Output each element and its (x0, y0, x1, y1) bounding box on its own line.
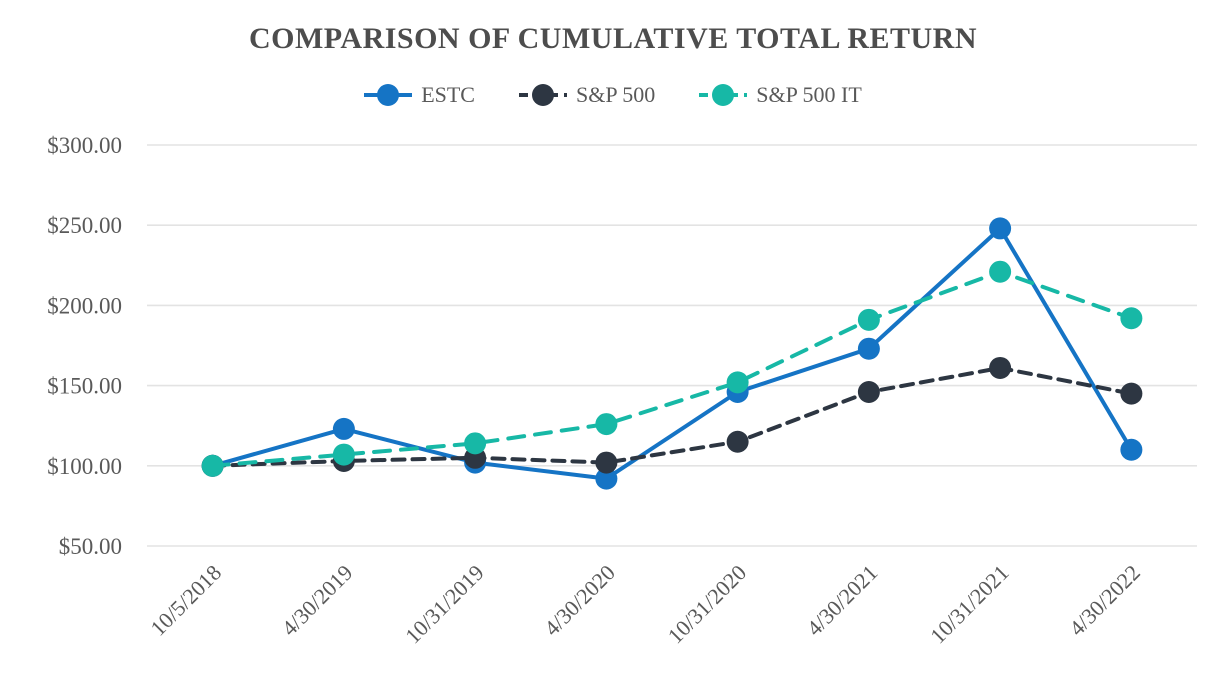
series-line-estc (210, 226, 1134, 481)
legend-label-estc: ESTC (421, 82, 475, 107)
data-point-s-p-500 (1120, 382, 1143, 405)
y-axis-tick-label: $300.00 (47, 133, 122, 158)
legend-marker-s-p-500 (518, 84, 567, 106)
data-point-estc (857, 337, 880, 360)
series-line-s-p-500 (210, 365, 1134, 468)
x-axis-tick-label: 4/30/2021 (802, 560, 883, 641)
data-point-s-p-500 (595, 451, 618, 474)
data-point-estc (332, 417, 355, 440)
data-point-s-p-500-it (595, 413, 618, 436)
x-axis-tick-label: 10/31/2021 (925, 560, 1014, 649)
x-axis-tick-label: 4/30/2022 (1064, 560, 1145, 641)
legend-item-s-p-500-it: S&P 500 IT (699, 82, 862, 108)
x-axis-labels: 10/5/2018 4/30/2019 10/31/2019 4/30/2020 10/… (145, 560, 1145, 649)
series-s-p-500-it (201, 260, 1143, 477)
data-point-s-p-500-it (989, 260, 1012, 283)
data-point-s-p-500-it (201, 454, 224, 477)
y-axis-tick-label: $100.00 (47, 454, 122, 479)
y-axis-tick-label: $150.00 (47, 374, 122, 399)
data-point-s-p-500-it (1120, 307, 1143, 330)
data-point-estc (1120, 438, 1143, 461)
data-point-estc (595, 467, 618, 490)
legend-marker-s-p-500-it (699, 84, 748, 106)
x-axis-tick-label: 4/30/2020 (539, 560, 620, 641)
chart-title: COMPARISON OF CUMULATIVE TOTAL RETURN (248, 22, 977, 55)
y-axis-tick-label: $200.00 (47, 293, 122, 318)
x-axis-tick-label: 10/31/2019 (400, 560, 489, 649)
x-axis-tick-label: 4/30/2019 (277, 560, 358, 641)
legend-item-estc: ESTC (364, 82, 475, 108)
data-point-s-p-500-it (464, 432, 487, 455)
x-axis-tick-label: 10/31/2020 (663, 560, 752, 649)
legend-label-s-p-500-it: S&P 500 IT (756, 82, 862, 107)
data-point-s-p-500-it (332, 443, 355, 466)
data-point-s-p-500 (989, 356, 1012, 379)
data-point-estc (989, 217, 1012, 240)
legend-label-s-p-500: S&P 500 (575, 82, 656, 107)
legend-marker-estc (364, 84, 413, 106)
y-axis-tick-label: $50.00 (59, 534, 122, 559)
series-line-s-p-500-it (210, 269, 1134, 468)
y-axis-tick-label: $250.00 (47, 213, 122, 238)
data-point-s-p-500 (857, 381, 880, 404)
data-point-s-p-500-it (857, 308, 880, 331)
data-point-s-p-500 (726, 430, 749, 453)
x-axis-tick-label: 10/5/2018 (145, 560, 226, 641)
gridlines (147, 144, 1197, 547)
data-point-s-p-500-it (726, 371, 749, 394)
legend-item-s-p-500: S&P 500 (518, 82, 656, 108)
chart-legend: ESTC S&P 500 S&P 500 IT (0, 82, 1226, 108)
y-axis-labels: $300.00 $250.00 $200.00 $150.00 $100.00 $50.0… (47, 133, 122, 559)
